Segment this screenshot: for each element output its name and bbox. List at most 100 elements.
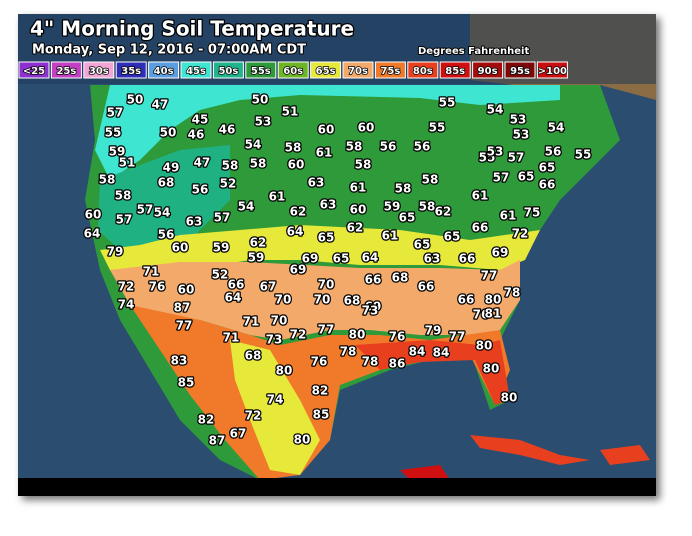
station-value: 80 <box>485 293 502 307</box>
station-value: 60 <box>358 121 375 135</box>
station-value: 69 <box>492 246 509 260</box>
station-value: 61 <box>382 229 399 243</box>
station-value: 79 <box>425 324 442 338</box>
legend-label: 60s <box>283 66 303 77</box>
station-value: 59 <box>213 241 230 255</box>
legend-label: 90s <box>478 66 498 77</box>
station-value: 75 <box>524 206 541 220</box>
station-value: 83 <box>171 354 188 368</box>
legend-swatch <box>374 61 406 79</box>
station-value: 52 <box>220 177 237 191</box>
station-value: 72 <box>118 280 135 294</box>
station-value: 81 <box>485 307 502 321</box>
station-value: 47 <box>152 98 169 112</box>
station-value: 57 <box>107 106 124 120</box>
legend-swatch <box>472 61 504 79</box>
station-value: 87 <box>209 434 226 448</box>
units: Degrees Fahrenheit <box>418 46 529 57</box>
station-value: 54 <box>238 200 255 214</box>
station-value: 58 <box>419 200 436 214</box>
station-value: 73 <box>362 304 379 318</box>
station-value: 70 <box>271 314 288 328</box>
station-value: 54 <box>245 138 262 152</box>
station-value: 53 <box>255 115 272 129</box>
legend-label: 30s <box>89 66 109 77</box>
station-value: 61 <box>350 181 367 195</box>
station-value: 80 <box>294 433 311 447</box>
station-value: 78 <box>362 355 379 369</box>
legend-swatch <box>310 61 342 79</box>
station-value: 66 <box>472 221 489 235</box>
station-value: 64 <box>225 291 242 305</box>
station-value: 53 <box>513 128 530 142</box>
station-value: 84 <box>409 345 426 359</box>
station-value: 71 <box>143 265 160 279</box>
station-value: 71 <box>243 315 260 329</box>
station-value: 79 <box>107 245 124 259</box>
station-value: 64 <box>84 227 101 241</box>
legend-swatch <box>180 61 212 79</box>
land <box>85 14 656 480</box>
station-value: 61 <box>316 146 333 160</box>
station-value: 80 <box>276 364 293 378</box>
legend-swatch <box>439 61 471 79</box>
station-value: 58 <box>115 189 132 203</box>
station-value: 76 <box>389 330 406 344</box>
legend-swatch <box>212 61 244 79</box>
station-value: 60 <box>350 203 367 217</box>
station-value: 52 <box>212 268 229 282</box>
station-value: 66 <box>539 178 556 192</box>
legend-label: 95s <box>510 66 530 77</box>
station-value: 78 <box>340 345 357 359</box>
station-value: 56 <box>192 183 209 197</box>
station-value: 54 <box>154 206 171 220</box>
station-value: 69 <box>302 252 319 266</box>
legend-label: 85s <box>445 66 465 77</box>
station-value: 69 <box>365 300 382 314</box>
station-value: 85 <box>178 376 195 390</box>
station-value: 82 <box>312 384 329 398</box>
station-value: 77 <box>481 269 498 283</box>
station-value: 59 <box>384 200 401 214</box>
station-value: 66 <box>458 293 475 307</box>
station-value: 45 <box>192 113 209 127</box>
legend-label: 70s <box>348 66 368 77</box>
station-value: 72 <box>512 227 529 241</box>
station-value: 55 <box>429 121 446 135</box>
station-value: 62 <box>347 221 364 235</box>
station-value: 58 <box>99 173 116 187</box>
station-value: 65 <box>444 230 461 244</box>
station-value: 68 <box>344 294 361 308</box>
station-value: 80 <box>476 339 493 353</box>
station-value: 68 <box>245 349 262 363</box>
station-value: 54 <box>487 103 504 117</box>
station-value: 63 <box>186 215 203 229</box>
station-value: 57 <box>508 151 525 165</box>
station-value: 74 <box>118 298 135 312</box>
station-value: 56 <box>414 140 431 154</box>
legend-swatch <box>536 61 568 79</box>
station-value: 61 <box>500 209 517 223</box>
station-value: 64 <box>362 251 379 265</box>
station-value: 58 <box>250 157 267 171</box>
station-value: 58 <box>355 158 372 172</box>
station-value: 82 <box>198 413 215 427</box>
station-value: 76 <box>149 280 166 294</box>
bottom-strip <box>18 478 656 496</box>
station-value: 76 <box>473 308 490 322</box>
station-value: 58 <box>422 173 439 187</box>
station-value: 58 <box>346 140 363 154</box>
station-value: 72 <box>245 409 262 423</box>
station-value: 86 <box>389 357 406 371</box>
station-value: 77 <box>176 319 193 333</box>
legend-label: 80s <box>413 66 433 77</box>
station-value: 71 <box>223 331 240 345</box>
legend-swatch <box>50 61 82 79</box>
legend-label: 25s <box>56 66 76 77</box>
station-value: 70 <box>318 278 335 292</box>
station-value: 56 <box>380 140 397 154</box>
station-value: 76 <box>311 355 328 369</box>
legend-swatch <box>407 61 439 79</box>
